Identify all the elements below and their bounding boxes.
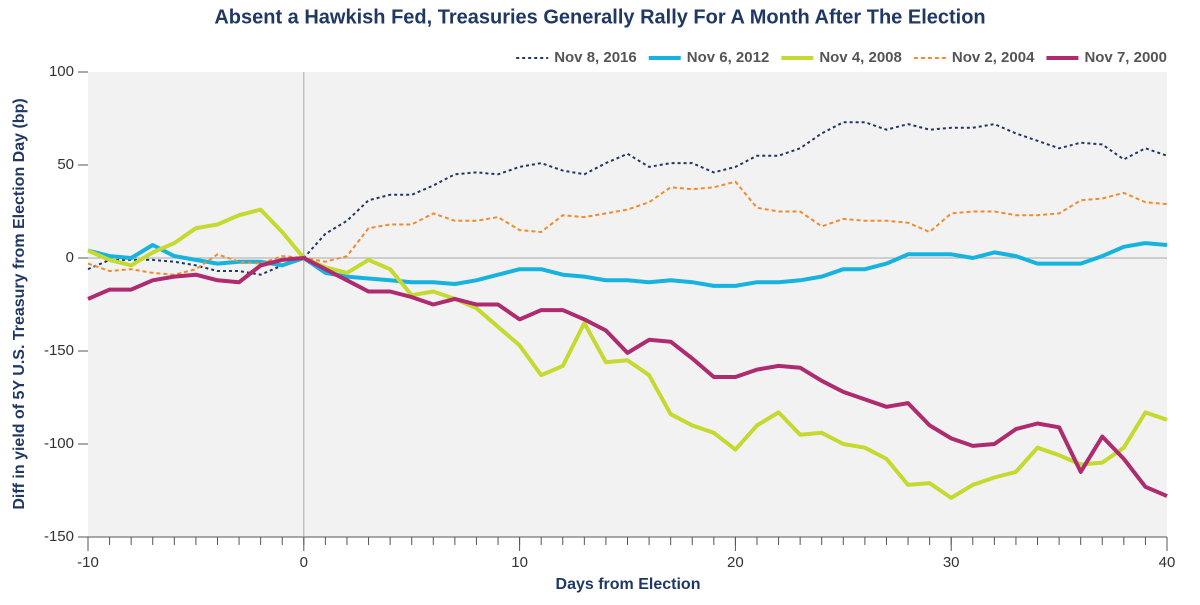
chart-title: Absent a Hawkish Fed, Treasuries General… <box>214 6 985 28</box>
y-tick-label: -150 <box>44 528 74 545</box>
x-tick-label: 10 <box>511 554 528 571</box>
x-tick-label: 30 <box>943 554 960 571</box>
x-tick-label: 40 <box>1159 554 1176 571</box>
y-tick-label: -100 <box>44 435 74 452</box>
legend-label: Nov 8, 2016 <box>554 49 637 66</box>
legend-label: Nov 4, 2008 <box>819 49 902 66</box>
x-tick-label: -10 <box>77 554 99 571</box>
legend-label: Nov 2, 2004 <box>952 49 1035 66</box>
y-tick-label: -150 <box>44 342 74 359</box>
x-tick-label: 20 <box>727 554 744 571</box>
y-axis-title: Diff in yield of 5Y U.S. Treasury from E… <box>11 98 28 509</box>
y-tick-label: 50 <box>57 156 74 173</box>
series-line <box>87 256 1168 498</box>
y-tick-label: 100 <box>49 63 74 80</box>
series-line <box>87 207 1168 500</box>
y-tick-label: 0 <box>66 249 74 266</box>
plot-area <box>88 72 1167 537</box>
x-tick-label: 0 <box>300 554 308 571</box>
legend-label: Nov 6, 2012 <box>687 49 770 66</box>
x-axis-title: Days from Election <box>556 576 701 593</box>
series-line <box>87 121 1168 276</box>
legend-label: Nov 7, 2000 <box>1084 49 1167 66</box>
